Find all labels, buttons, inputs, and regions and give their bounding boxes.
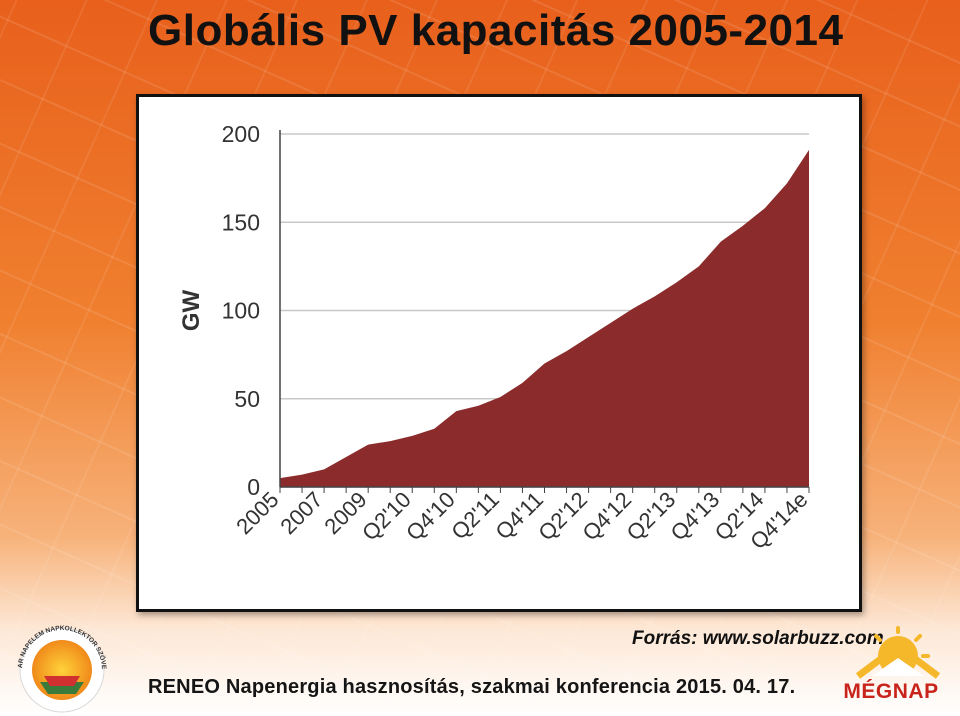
megnap-logo-text: MÉGNAP bbox=[843, 680, 939, 703]
x-tick-label: Q2'10 bbox=[357, 487, 416, 546]
series-area bbox=[280, 149, 809, 487]
y-tick-label: 0 bbox=[247, 474, 260, 500]
x-tick-label: Q4'12 bbox=[577, 487, 636, 546]
x-tick-label: Q2'11 bbox=[446, 487, 504, 545]
x-tick-label: 2007 bbox=[275, 487, 327, 539]
sun-collector-logo-icon: MAGYAR NAPELEM NAPKOLLEKTOR SZÖVETSÉG bbox=[6, 618, 108, 713]
x-tick-label: Q4'13 bbox=[666, 487, 725, 546]
y-tick-label: 200 bbox=[222, 121, 260, 147]
y-tick-label: 150 bbox=[222, 209, 260, 235]
x-tick-label: Q4'11 bbox=[490, 487, 548, 545]
y-tick-label: 50 bbox=[234, 386, 260, 412]
y-tick-label: 100 bbox=[222, 298, 260, 324]
x-tick-label: Q4'10 bbox=[401, 487, 460, 546]
x-tick-label: Q2'12 bbox=[533, 487, 592, 546]
y-axis-title: GW bbox=[178, 289, 205, 331]
source-caption: Forrás: www.solarbuzz.com bbox=[632, 628, 884, 649]
x-tick-label: 2005 bbox=[231, 487, 283, 539]
footer-conference-text: RENEO Napenergia hasznosítás, szakmai ko… bbox=[148, 676, 796, 698]
slide-title: Globális PV kapacitás 2005-2014 bbox=[148, 6, 844, 55]
sun-house-logo-icon bbox=[855, 626, 941, 679]
x-tick-label: Q2'13 bbox=[622, 487, 681, 546]
pv-capacity-area-chart: 050100150200200520072009Q2'10Q4'10Q2'11Q… bbox=[178, 121, 813, 554]
chart-frame: 0 50 100 150 200 2005 2007 2009 Q2'10 Q4'10 Q2'11 Q… bbox=[136, 94, 862, 612]
